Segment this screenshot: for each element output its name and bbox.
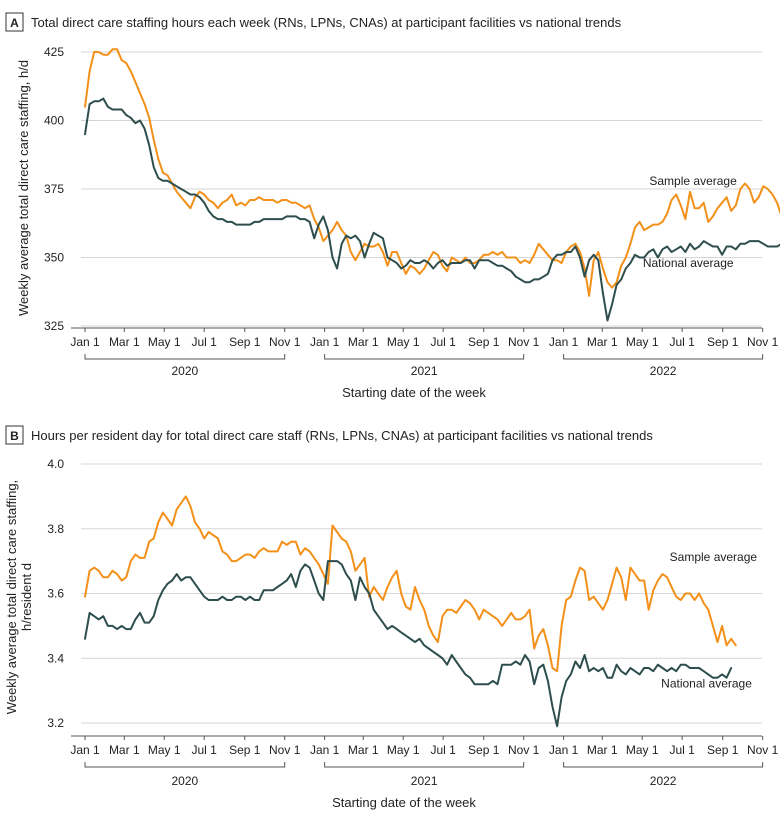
year-label: 2022 [650, 774, 677, 788]
x-tick-label: Sep 1 [468, 335, 500, 349]
x-tick-label: Jan 1 [70, 743, 100, 757]
x-tick-label: May 1 [387, 743, 420, 757]
x-tick-label: Sep 1 [468, 743, 500, 757]
x-tick-label: May 1 [148, 743, 181, 757]
series-annotation: Sample average [670, 550, 758, 564]
panel-a: A Total direct care staffing hours each … [5, 12, 780, 400]
panel-a-x-axis-label: Starting date of the week [342, 385, 486, 400]
x-tick-label: Jan 1 [549, 743, 579, 757]
x-tick-label: Jul 1 [669, 335, 695, 349]
x-tick-label: Jan 1 [549, 335, 579, 349]
x-tick-label: Nov 1 [508, 335, 540, 349]
x-tick-label: Mar 1 [109, 743, 140, 757]
x-tick-label: Mar 1 [109, 335, 140, 349]
x-tick-label: Nov 1 [508, 743, 540, 757]
x-tick-label: Sep 1 [229, 743, 261, 757]
panel-b-sample-average-line [84, 495, 737, 673]
x-tick-label: May 1 [626, 743, 659, 757]
year-label: 2022 [650, 364, 677, 378]
panel-a-national-average-line [84, 97, 780, 322]
x-tick-label: Sep 1 [707, 743, 739, 757]
year-bracket [324, 762, 525, 768]
x-tick-label: Sep 1 [229, 335, 261, 349]
y-tick-label: 350 [44, 251, 64, 265]
panel-b-badge-box [5, 425, 24, 445]
panel-b-x-axis-label: Starting date of the week [332, 795, 476, 810]
year-bracket [84, 762, 286, 768]
x-tick-label: Jul 1 [191, 743, 217, 757]
x-tick-label: Sep 1 [707, 335, 739, 349]
year-label: 2021 [411, 364, 438, 378]
y-tick-label: 3.6 [47, 587, 64, 601]
y-tick-label: 3.4 [47, 651, 64, 665]
panel-b: B Hours per resident day for total direc… [4, 425, 779, 810]
x-tick-label: May 1 [148, 335, 181, 349]
y-tick-label: 3.2 [47, 716, 64, 730]
y-tick-label: 4.0 [47, 457, 64, 471]
panel-a-y-axis-label: Weekly average total direct care staffin… [16, 60, 31, 316]
x-tick-label: Nov 1 [747, 743, 779, 757]
x-tick-label: Jul 1 [669, 743, 695, 757]
year-label: 2020 [171, 364, 198, 378]
series-annotation: National average [643, 256, 734, 270]
y-tick-label: 400 [44, 114, 64, 128]
panel-a-badge-box [5, 12, 24, 32]
x-tick-label: Jul 1 [430, 743, 456, 757]
panel-b-national-average-line [84, 560, 733, 728]
y-tick-label: 375 [44, 182, 64, 196]
x-tick-label: Mar 1 [348, 743, 379, 757]
year-bracket [84, 354, 286, 360]
x-tick-label: Jan 1 [70, 335, 100, 349]
series-annotation: National average [661, 676, 752, 690]
x-tick-label: May 1 [626, 335, 659, 349]
x-tick-label: Jul 1 [430, 335, 456, 349]
year-bracket [563, 762, 764, 768]
panel-b-badge: B [10, 429, 19, 443]
x-tick-label: Jul 1 [191, 335, 217, 349]
y-tick-label: 3.8 [47, 522, 64, 536]
year-label: 2020 [171, 774, 198, 788]
year-bracket [563, 354, 764, 360]
x-tick-label: Nov 1 [747, 335, 779, 349]
x-tick-label: Mar 1 [587, 335, 618, 349]
panel-b-y-axis-label-line-1: Weekly average total direct care staffin… [4, 480, 19, 714]
x-tick-label: Mar 1 [587, 743, 618, 757]
x-tick-label: May 1 [387, 335, 420, 349]
x-tick-label: Nov 1 [269, 335, 301, 349]
x-tick-label: Jan 1 [310, 743, 340, 757]
year-label: 2021 [411, 774, 438, 788]
panel-b-plot: 3.2 3.4 3.6 3.8 4.0 Jan 1 Mar 1 May 1 Jul 1 Sep 1… [47, 457, 778, 788]
x-tick-label: Jan 1 [310, 335, 340, 349]
panel-b-y-axis-label-line-2: h/resident d [19, 563, 34, 631]
panel-a-badge: A [10, 16, 19, 30]
x-tick-label: Nov 1 [269, 743, 301, 757]
year-bracket [324, 354, 525, 360]
panel-a-plot: 325 350 375 400 425 Jan 1 Mar 1 May 1 Jul 1 Sep 1… [44, 45, 780, 378]
y-tick-label: 325 [44, 319, 64, 333]
panel-a-sample-average-line [84, 48, 780, 297]
y-tick-label: 425 [44, 45, 64, 59]
x-tick-label: Mar 1 [348, 335, 379, 349]
panel-a-title: Total direct care staffing hours each we… [31, 15, 622, 30]
series-annotation: Sample average [649, 174, 737, 188]
panel-b-title: Hours per resident day for total direct … [31, 428, 653, 443]
